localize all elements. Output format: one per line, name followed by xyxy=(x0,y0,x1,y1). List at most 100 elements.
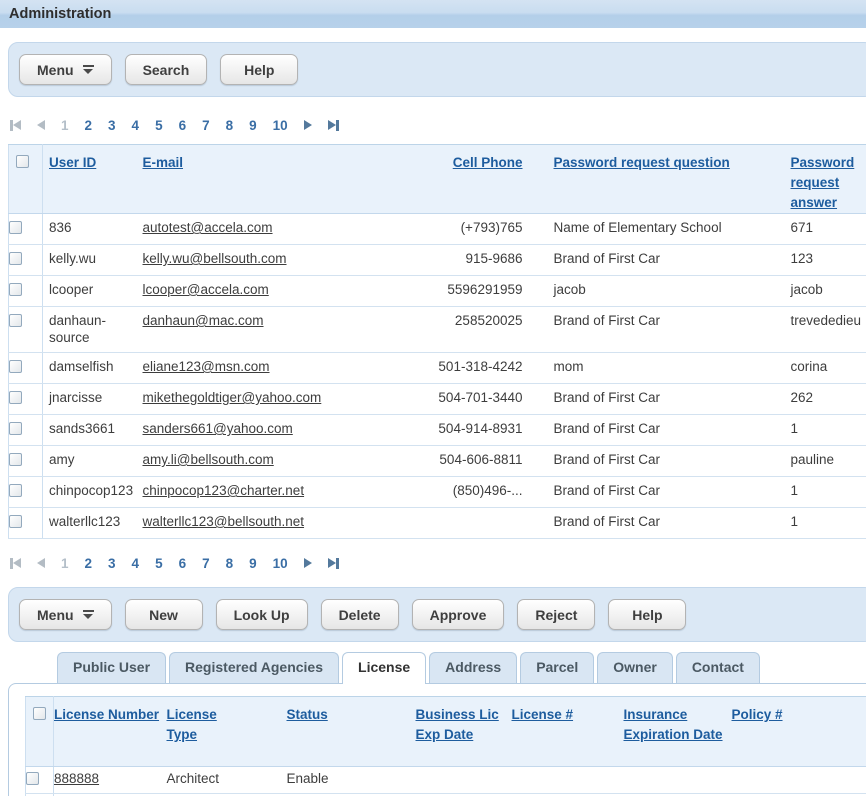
email-link[interactable]: chinpocop123@charter.net xyxy=(142,483,305,498)
page-number[interactable]: 4 xyxy=(131,117,140,133)
page-number[interactable]: 7 xyxy=(202,117,210,133)
column-header-email[interactable]: E-mail xyxy=(142,155,184,170)
cell-phone-cell: 258520025 xyxy=(430,306,523,353)
delete-button[interactable]: Delete xyxy=(320,599,399,630)
row-checkbox[interactable] xyxy=(9,283,22,296)
column-header-license-type[interactable]: License Type xyxy=(166,707,217,742)
table-row: jnarcisse mikethegoldtiger@yahoo.com 504… xyxy=(8,383,866,415)
column-header-license-no[interactable]: License # xyxy=(511,707,574,722)
column-header-business-lic-exp-date[interactable]: Business Lic Exp Date xyxy=(415,707,499,742)
top-toolbar: Menu Search Help xyxy=(8,42,866,97)
email-link[interactable]: autotest@accela.com xyxy=(142,220,273,235)
page-number[interactable]: 3 xyxy=(108,555,116,571)
tab-address[interactable]: Address xyxy=(429,652,518,683)
row-checkbox[interactable] xyxy=(9,422,22,435)
table-row: danhaun-source danhaun@mac.com 258520025… xyxy=(8,306,866,353)
page-number[interactable]: 6 xyxy=(178,117,187,133)
page-number[interactable]: 4 xyxy=(131,555,140,571)
row-checkbox[interactable] xyxy=(9,515,22,528)
password-answer-cell: corina xyxy=(790,352,866,384)
tab-contact[interactable]: Contact xyxy=(675,652,760,683)
policy-no-cell xyxy=(731,766,819,794)
email-link[interactable]: mikethegoldtiger@yahoo.com xyxy=(142,390,322,405)
menu-dropdown-icon xyxy=(82,65,94,74)
user-id-cell: sands3661 xyxy=(42,414,143,446)
row-checkbox[interactable] xyxy=(9,484,22,497)
page-number[interactable]: 9 xyxy=(249,117,257,133)
row-checkbox[interactable] xyxy=(9,453,22,466)
page-number[interactable]: 8 xyxy=(225,555,234,571)
page-number[interactable]: 10 xyxy=(272,555,288,571)
row-checkbox[interactable] xyxy=(9,252,22,265)
column-header-cell-phone[interactable]: Cell Phone xyxy=(452,155,523,170)
column-header-password-answer[interactable]: Password request answer xyxy=(790,155,855,210)
email-link[interactable]: walterllc123@bellsouth.net xyxy=(142,514,305,529)
row-checkbox[interactable] xyxy=(9,314,22,327)
tab-license[interactable]: License xyxy=(342,652,427,684)
page-number[interactable]: 6 xyxy=(178,555,187,571)
column-header-insurance-expiration-date[interactable]: Insurance Expiration Date xyxy=(623,707,723,742)
column-header-license-number[interactable]: License Number xyxy=(54,707,160,722)
page-number[interactable]: 2 xyxy=(84,117,93,133)
search-button[interactable]: Search xyxy=(124,54,208,85)
email-link[interactable]: sanders661@yahoo.com xyxy=(142,421,293,436)
column-header-user-id[interactable]: User ID xyxy=(49,155,97,170)
approve-button[interactable]: Approve xyxy=(411,599,505,630)
password-question-cell: jacob xyxy=(522,275,791,307)
license-number-link[interactable]: 888888 xyxy=(54,771,100,786)
row-checkbox[interactable] xyxy=(9,391,22,404)
license-type-cell: Architect xyxy=(166,766,287,794)
password-question-cell: Brand of First Car xyxy=(522,306,791,353)
row-checkbox[interactable] xyxy=(26,772,39,785)
user-id-cell: walterllc123 xyxy=(42,507,143,539)
next-page-icon[interactable] xyxy=(303,120,312,130)
menu-button[interactable]: Menu xyxy=(19,54,112,85)
column-header-password-question[interactable]: Password request question xyxy=(553,155,730,170)
table-row: 13-PEOP-0... Architect Enable xyxy=(25,793,866,796)
email-link[interactable]: danhaun@mac.com xyxy=(142,313,264,328)
email-link[interactable]: amy.li@bellsouth.com xyxy=(142,452,274,467)
column-header-policy-no[interactable]: Policy # xyxy=(731,707,783,722)
help-button[interactable]: Help xyxy=(220,54,299,85)
page-number[interactable]: 10 xyxy=(272,117,288,133)
page-number[interactable]: 5 xyxy=(155,117,163,133)
license-no-cell xyxy=(511,793,624,796)
table-row: chinpocop123 chinpocop123@charter.net (8… xyxy=(8,476,866,508)
page-number[interactable]: 7 xyxy=(202,555,210,571)
row-checkbox[interactable] xyxy=(9,360,22,373)
select-all-checkbox[interactable] xyxy=(33,707,46,720)
reject-button[interactable]: Reject xyxy=(517,599,596,630)
first-page-icon xyxy=(10,119,21,131)
page-number[interactable]: 9 xyxy=(249,555,257,571)
tab-parcel[interactable]: Parcel xyxy=(520,652,595,683)
email-link[interactable]: kelly.wu@bellsouth.com xyxy=(142,251,287,266)
help-button[interactable]: Help xyxy=(608,599,687,630)
first-page-icon xyxy=(10,557,21,569)
row-checkbox[interactable] xyxy=(9,221,22,234)
page-number[interactable]: 3 xyxy=(108,117,116,133)
page-number[interactable]: 5 xyxy=(155,555,163,571)
password-answer-cell: trevededieu xyxy=(790,306,866,353)
select-all-checkbox[interactable] xyxy=(16,155,29,168)
page-number[interactable]: 8 xyxy=(225,117,234,133)
tab-public-user[interactable]: Public User xyxy=(57,652,167,683)
password-answer-cell: 262 xyxy=(790,383,866,415)
email-link[interactable]: eliane123@msn.com xyxy=(142,359,270,374)
tab-registered-agencies[interactable]: Registered Agencies xyxy=(169,652,340,683)
password-question-cell: Brand of First Car xyxy=(522,414,791,446)
look-up-button[interactable]: Look Up xyxy=(215,599,308,630)
last-page-icon[interactable] xyxy=(327,557,339,569)
page-number[interactable]: 2 xyxy=(84,555,93,571)
page-title: Administration xyxy=(0,0,866,28)
password-question-cell: Brand of First Car xyxy=(522,476,791,508)
next-page-icon[interactable] xyxy=(303,558,312,568)
menu-button[interactable]: Menu xyxy=(19,599,112,630)
tab-owner[interactable]: Owner xyxy=(597,652,673,683)
cell-phone-cell: 504-701-3440 xyxy=(430,383,523,415)
user-id-cell: 836 xyxy=(42,213,143,245)
column-header-status[interactable]: Status xyxy=(286,707,328,722)
user-id-cell: jnarcisse xyxy=(42,383,143,415)
last-page-icon[interactable] xyxy=(327,119,339,131)
new-button[interactable]: New xyxy=(124,599,203,630)
email-link[interactable]: lcooper@accela.com xyxy=(142,282,269,297)
